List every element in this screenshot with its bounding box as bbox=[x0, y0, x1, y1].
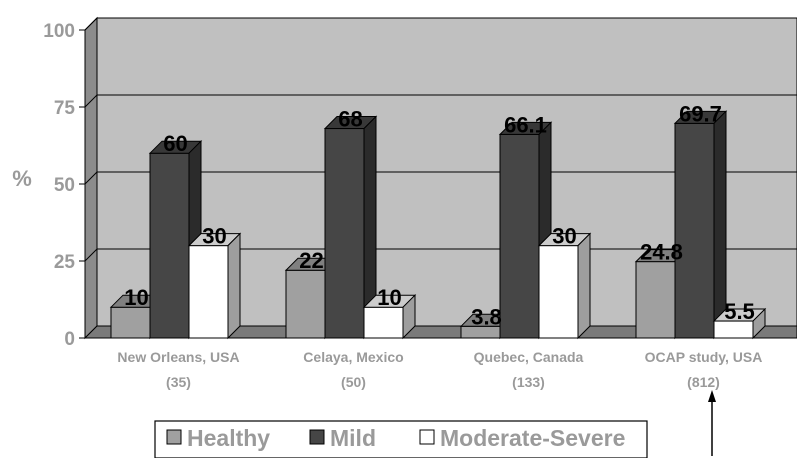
legend-label-healthy: Healthy bbox=[187, 425, 270, 451]
gridline-side bbox=[84, 171, 98, 185]
data-label: 69.7 bbox=[679, 101, 722, 126]
y-tick-label: 25 bbox=[54, 252, 76, 273]
data-label: 22 bbox=[299, 248, 323, 273]
y-tick-label: 0 bbox=[64, 329, 75, 350]
y-tick-label: 100 bbox=[43, 21, 75, 42]
legend-label-moderate-severe: Moderate-Severe bbox=[440, 425, 625, 451]
bar-mild-new-orleans-usa bbox=[149, 152, 190, 339]
data-labels: 10 60 30 22 68 10 3.8 66.1 30 24.8 69.7 5.5 bbox=[124, 101, 755, 329]
data-label: 60 bbox=[163, 131, 187, 156]
data-label: 30 bbox=[202, 224, 226, 249]
y-tick-label: 50 bbox=[54, 175, 75, 196]
x-category-sublabel: (50) bbox=[341, 374, 366, 390]
data-label: 30 bbox=[552, 224, 576, 249]
bars-layer bbox=[109, 110, 767, 340]
bar-mild-quebec-canada bbox=[499, 133, 540, 339]
data-label: 68 bbox=[338, 107, 362, 132]
data-label: 5.5 bbox=[724, 299, 755, 324]
data-label: 24.8 bbox=[640, 240, 683, 265]
gridlines bbox=[84, 17, 797, 262]
bar-moderate-severe-quebec-canada bbox=[538, 245, 579, 339]
bar-moderate-severe-new-orleans-usa-side bbox=[227, 232, 241, 340]
x-category-label: New Orleans, USA bbox=[117, 349, 239, 365]
bar-healthy-celaya-mexico bbox=[285, 269, 326, 339]
x-category-sublabel: (812) bbox=[687, 374, 720, 390]
legend-swatch-moderate-severe bbox=[419, 429, 435, 445]
x-category-sublabel: (35) bbox=[166, 374, 191, 390]
data-label: 3.8 bbox=[471, 304, 502, 329]
x-axis-categories: New Orleans, USA (35) Celaya, Mexico (50) Qu… bbox=[117, 349, 762, 390]
bar-moderate-severe-celaya-mexico-side bbox=[402, 293, 416, 340]
bar-mild-celaya-mexico bbox=[324, 128, 365, 339]
x-category-label: Quebec, Canada bbox=[474, 349, 584, 365]
x-category-sublabel: (133) bbox=[512, 374, 545, 390]
legend-box bbox=[154, 420, 648, 458]
bar-moderate-severe-quebec-canada-side bbox=[577, 232, 591, 340]
data-label: 10 bbox=[124, 285, 148, 310]
y-axis-label: % bbox=[12, 166, 32, 191]
legend-swatch-healthy bbox=[166, 429, 182, 445]
gridline-side bbox=[84, 248, 98, 262]
annotation-arrow-head bbox=[708, 390, 716, 402]
gridline-side bbox=[84, 17, 98, 31]
bar-moderate-severe-new-orleans-usa bbox=[188, 245, 229, 339]
gridline-side bbox=[84, 94, 98, 108]
x-category-label: OCAP study, USA bbox=[645, 349, 763, 365]
bar-mild-ocap-study-usa bbox=[674, 122, 715, 339]
legend: Healthy Mild Moderate-Severe bbox=[154, 420, 648, 458]
bar-healthy-new-orleans-usa bbox=[110, 306, 151, 339]
bar-moderate-severe-ocap-study-usa-side bbox=[752, 307, 766, 340]
y-axis-ticks: 0 25 50 75 100 bbox=[43, 21, 86, 350]
y-tick-label: 75 bbox=[54, 98, 76, 119]
bar-healthy-ocap-study-usa bbox=[635, 261, 676, 339]
data-label: 66.1 bbox=[504, 112, 547, 137]
bar-moderate-severe-celaya-mexico bbox=[363, 306, 404, 339]
x-category-label: Celaya, Mexico bbox=[303, 349, 403, 365]
legend-label-mild: Mild bbox=[330, 425, 376, 451]
legend-swatch-mild bbox=[309, 429, 325, 445]
data-label: 10 bbox=[377, 285, 401, 310]
